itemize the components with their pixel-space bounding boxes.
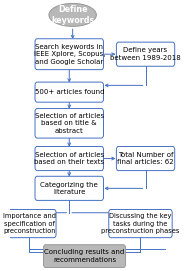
Text: 500+ articles found: 500+ articles found [35, 89, 104, 95]
Text: Search keywords in
IEEE Xplore, Scopus,
and Google Scholar: Search keywords in IEEE Xplore, Scopus, … [33, 44, 105, 65]
Text: Define
keywords: Define keywords [51, 5, 94, 25]
FancyBboxPatch shape [35, 39, 103, 70]
Ellipse shape [49, 4, 96, 27]
FancyBboxPatch shape [3, 209, 56, 238]
FancyBboxPatch shape [116, 42, 175, 66]
Text: Discussing the key
tasks during the
preconstruction phases: Discussing the key tasks during the prec… [101, 213, 180, 234]
Text: Total Number of
final articles: 62: Total Number of final articles: 62 [117, 152, 174, 165]
FancyBboxPatch shape [35, 108, 103, 138]
FancyBboxPatch shape [116, 147, 175, 171]
FancyBboxPatch shape [44, 245, 126, 267]
FancyBboxPatch shape [35, 176, 103, 201]
FancyBboxPatch shape [109, 209, 172, 238]
Text: Selection of articles
based on their texts: Selection of articles based on their tex… [34, 152, 104, 165]
Text: Selection of articles
based on title &
abstract: Selection of articles based on title & a… [35, 113, 104, 134]
Text: Concluding results and
recommendations: Concluding results and recommendations [44, 249, 125, 263]
FancyBboxPatch shape [35, 147, 103, 171]
Text: Importance and
specification of
preconstruction: Importance and specification of preconst… [3, 213, 56, 234]
Text: Define years
between 1989-2018: Define years between 1989-2018 [110, 47, 181, 61]
FancyBboxPatch shape [35, 82, 103, 102]
Text: Categorizing the
literature: Categorizing the literature [40, 182, 98, 195]
